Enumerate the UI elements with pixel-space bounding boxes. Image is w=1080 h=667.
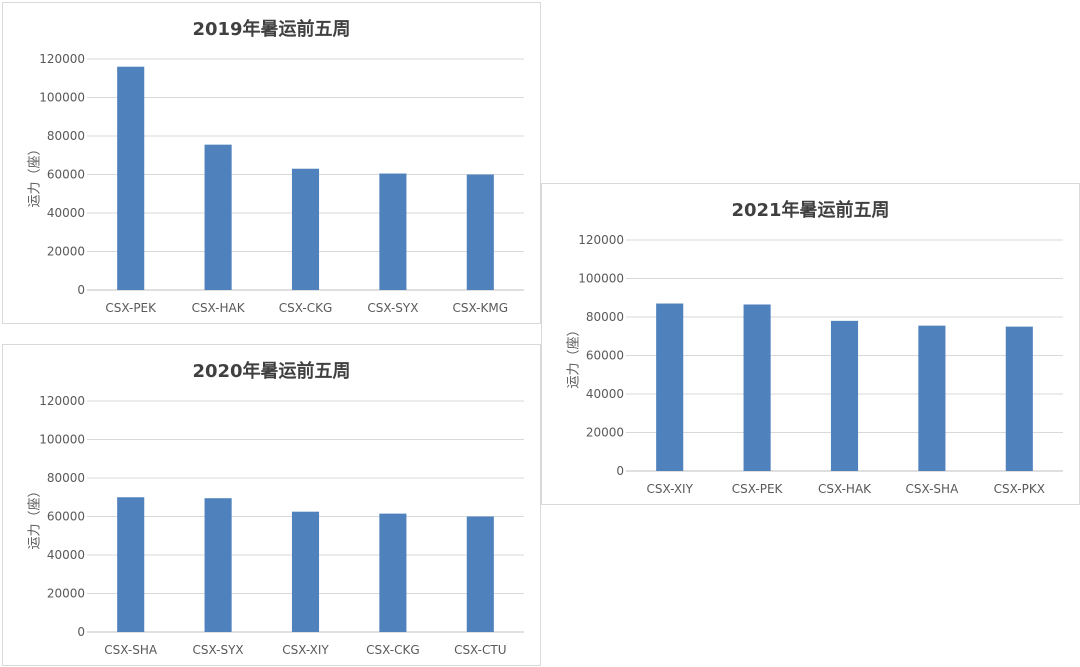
bar-chart-2020: 0 20000 40000 60000 80000 100000 120000 CSX-SHA… [39,394,524,657]
y-tick-label: 60000 [586,349,624,363]
x-tick-label: CSX-CKG [366,643,420,657]
x-tick-label: CSX-HAK [192,301,246,315]
bar-csx-pek [743,304,771,471]
bar-csx-syx [204,498,232,632]
y-tick-label: 120000 [578,233,624,247]
chart-title: 2019年暑运前五周 [192,19,351,40]
y-tick-label: 20000 [47,245,85,259]
x-tick-label: CSX-SYX [367,301,418,315]
bar-csx-pkx [1005,326,1033,471]
x-tick-label: CSX-XIY [282,643,329,657]
y-tick-label: 80000 [47,129,85,143]
x-tick-label: CSX-HAK [818,482,872,496]
chart-panel-2021: 2021年暑运前五周 运力（座） 0 20000 40000 60000 80000 10… [541,183,1080,505]
bar-csx-sha [918,325,946,471]
x-tick-label: CSX-CTU [454,643,506,657]
y-tick-label: 20000 [47,587,85,601]
x-tick-label: CSX-PEK [732,482,784,496]
chart-title: 2021年暑运前五周 [731,200,890,221]
bar-csx-hak [830,320,859,471]
bar-csx-ckg [291,168,320,290]
y-tick-label: 40000 [586,387,624,401]
bar-csx-hak [204,144,232,290]
y-tick-label: 40000 [47,206,85,220]
y-tick-label: 120000 [39,394,85,408]
y-tick-label: 100000 [578,272,624,286]
y-tick-label: 0 [77,625,85,639]
x-tick-label: CSX-XIY [646,482,693,496]
x-tick-label: CSX-SHA [104,643,158,657]
chart-panel-2020: 2020年暑运前五周 运力（座） 0 20000 40000 60000 80000 10… [2,344,541,666]
bar-chart-2019: 0 20000 40000 60000 80000 100000 120000 CSX-PEK… [39,52,524,315]
y-tick-label: 0 [77,283,85,297]
bar-csx-xiy [656,303,684,471]
x-tick-label: CSX-PEK [105,301,157,315]
bar-csx-ctu [466,516,494,632]
bar-csx-sha [117,497,145,632]
y-tick-label: 80000 [47,471,85,485]
y-tick-label: 60000 [47,168,85,182]
y-tick-label: 60000 [47,510,85,524]
bar-csx-ckg [379,513,407,632]
x-tick-label: CSX-CKG [279,301,333,315]
y-tick-label: 100000 [39,433,85,447]
y-tick-label: 120000 [39,52,85,66]
y-tick-label: 80000 [586,310,624,324]
y-tick-label: 40000 [47,548,85,562]
y-tick-label: 0 [616,464,624,478]
x-tick-label: CSX-SYX [193,643,244,657]
chart-panel-2019: 2019年暑运前五周 运力（座） 0 20000 40000 60000 80000 10… [2,2,541,324]
bar-csx-syx [379,173,407,290]
x-tick-label: CSX-KMG [453,301,508,315]
bar-chart-2021: 0 20000 40000 60000 80000 100000 120000 CSX-XIY… [578,233,1063,496]
bar-csx-pek [117,66,145,290]
y-tick-label: 20000 [586,426,624,440]
chart-title: 2020年暑运前五周 [192,361,351,382]
bar-csx-xiy [291,511,320,632]
bar-csx-kmg [466,174,494,290]
x-tick-label: CSX-SHA [905,482,959,496]
y-tick-label: 100000 [39,91,85,105]
x-tick-label: CSX-PKX [994,482,1045,496]
